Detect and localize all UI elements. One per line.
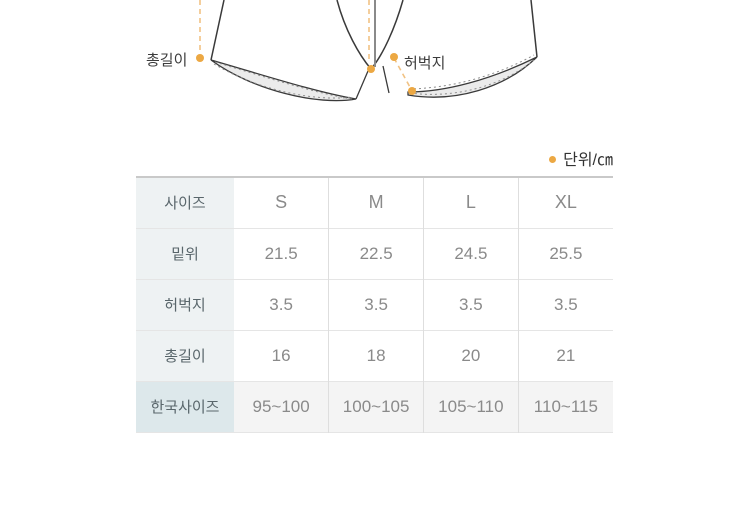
column-header-m: M [328,177,424,228]
column-header-s: S [234,177,329,228]
right-outer-seam [530,0,538,58]
cell-value: 3.5 [423,278,519,330]
cell-value: 3.5 [234,278,329,330]
cell-value: 100~105 [328,380,424,432]
right-hem-stitch-bottom [409,59,535,95]
table-row-total-length: 총길이 16 18 20 21 [136,329,613,381]
right-leg-hem [407,56,538,98]
cell-value: 3.5 [517,278,613,330]
garment-body-fill [211,0,537,102]
column-header-xl: XL [517,177,613,228]
thigh-label: 허벅지 [404,55,446,72]
size-header-cell: 사이즈 [136,177,234,228]
crotch-point-dot-icon [367,65,375,73]
total-length-label: 총길이 [146,52,188,69]
thigh-bottom-dot-icon [408,87,416,95]
right-hem-stitch-top [408,54,535,90]
cell-value: 95~100 [234,380,329,432]
table-row-korean-size: 한국사이즈 95~100 100~105 105~110 110~115 [136,380,613,432]
unit-bullet-icon [549,156,557,163]
unit-note: 단위/㎝ [136,146,613,170]
right-gusset-seam [382,65,390,94]
left-gusset-seam [355,70,369,100]
column-header-l: L [423,177,519,228]
total-length-dot-icon [196,54,204,62]
cell-value: 21 [517,329,613,381]
cell-value: 22.5 [328,227,424,279]
left-hem-stitch-bottom [213,63,353,99]
table-row-thigh: 허벅지 3.5 3.5 3.5 3.5 [136,278,613,330]
cell-value: 18 [328,329,424,381]
table-row-rise: 밑위 21.5 22.5 24.5 25.5 [136,227,613,279]
row-label: 밑위 [136,227,234,279]
row-label: 총길이 [136,329,234,381]
row-label: 허벅지 [136,278,234,330]
row-label: 한국사이즈 [136,380,234,432]
size-table: 사이즈 S M L XL 밑위 21.5 22.5 24.5 25.5 허벅지 … [136,176,613,433]
cell-value: 16 [234,329,329,381]
thigh-dashed-line [393,57,412,90]
unit-note-text: 단위/㎝ [563,152,613,169]
cell-value: 25.5 [517,227,613,279]
table-header-row: 사이즈 S M L XL [136,177,613,228]
cell-value: 105~110 [423,380,519,432]
thigh-top-dot-icon [390,53,398,61]
boxer-shorts-diagram: 총길이 허벅지 [0,0,750,120]
left-crotch-curve [336,0,372,70]
cell-value: 24.5 [423,227,519,279]
left-outer-seam [210,0,225,61]
cell-value: 110~115 [517,380,613,432]
boxer-shorts-drawing [196,0,538,102]
cell-value: 21.5 [234,227,329,279]
left-hem-stitch-top [214,61,353,100]
cell-value: 20 [423,329,519,381]
cell-value: 3.5 [328,278,424,330]
